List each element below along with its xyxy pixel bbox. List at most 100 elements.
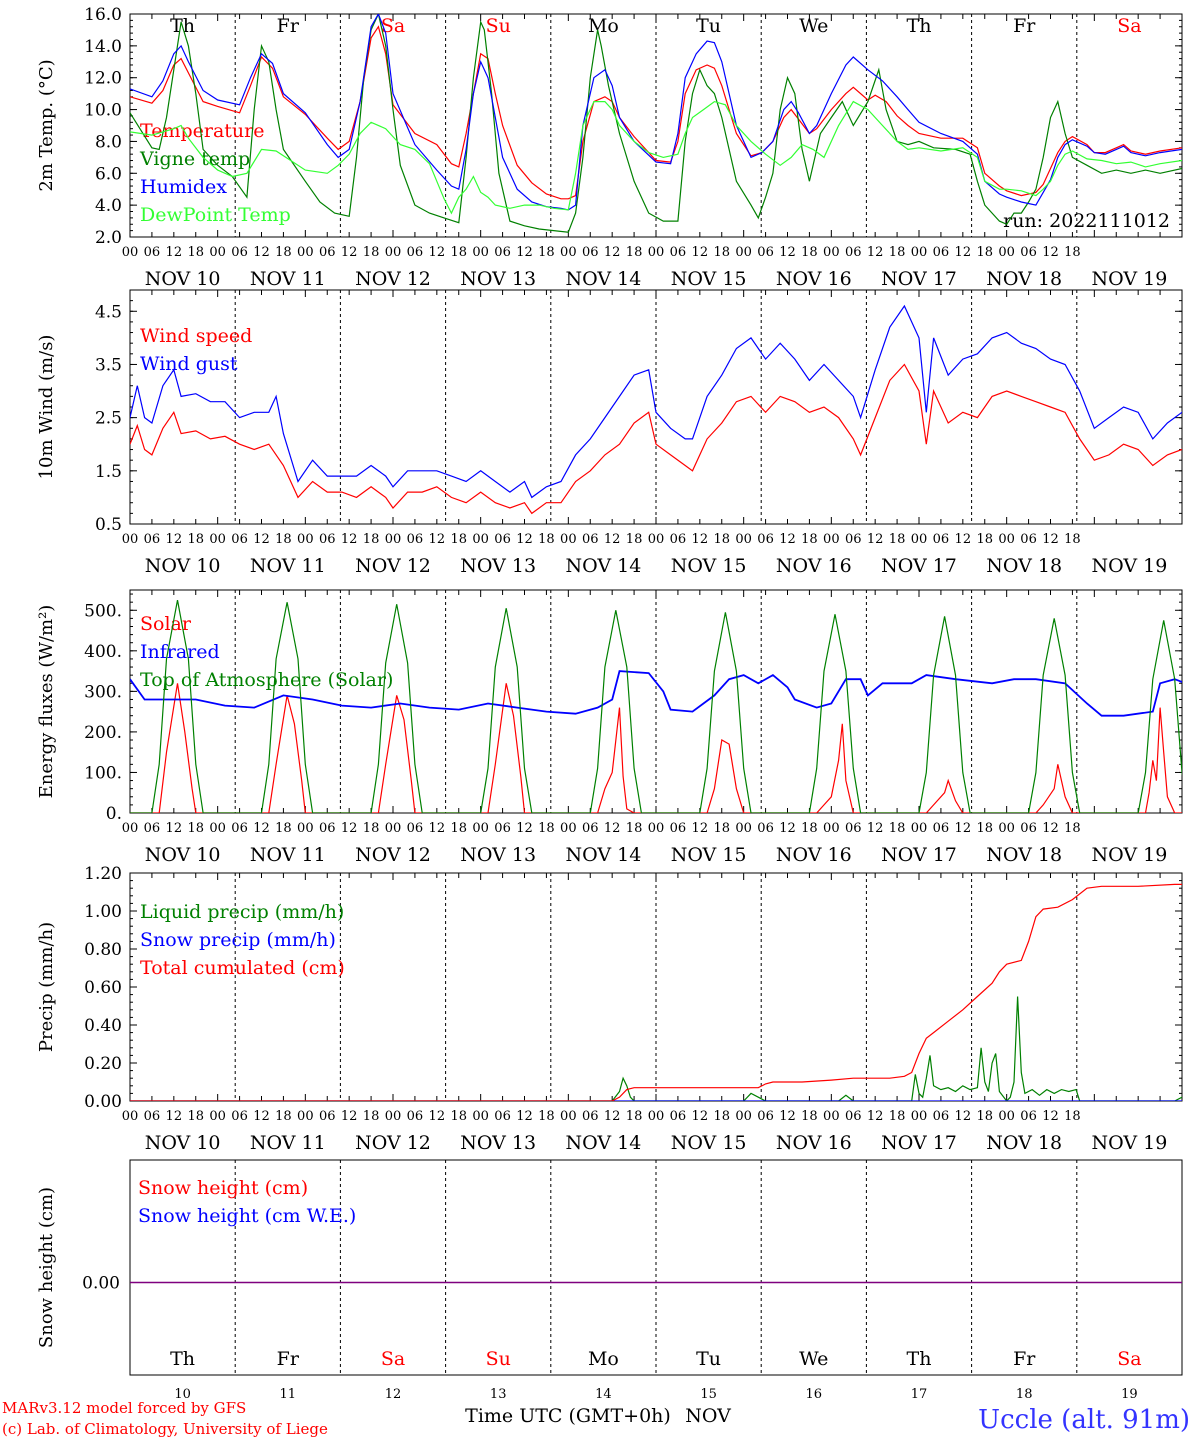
hour-tick-label: 12	[1042, 532, 1059, 547]
hour-tick-label: 00	[385, 245, 402, 260]
hour-tick-label: 00	[911, 532, 928, 547]
hour-tick-label: 00	[472, 245, 489, 260]
hour-tick-label: 12	[253, 245, 270, 260]
time-axis-label: Time UTC (GMT+0h)	[465, 1405, 671, 1427]
hour-tick-label: 12	[1042, 245, 1059, 260]
hour-tick-label: 06	[231, 821, 248, 836]
date-label: NOV 16	[776, 844, 852, 866]
weekday-label: Sa	[1117, 15, 1141, 37]
hour-tick-label: 00	[560, 1109, 577, 1124]
y-tick-label: 0.00	[82, 1274, 120, 1294]
hour-tick-label: 00	[648, 1109, 665, 1124]
hour-tick-label: 00	[998, 821, 1015, 836]
series-vigne-temp	[130, 14, 1182, 233]
hour-tick-label: 06	[407, 1109, 424, 1124]
day-number-label: 16	[806, 1387, 823, 1402]
hour-tick-label: 18	[626, 532, 643, 547]
hour-tick-label: 06	[757, 1109, 774, 1124]
hour-tick-label: 06	[144, 1109, 161, 1124]
hour-tick-label: 18	[538, 245, 555, 260]
legend-entry: Temperature	[140, 120, 264, 142]
legend-entry: Vigne temp	[139, 148, 250, 170]
hour-tick-label: 18	[626, 245, 643, 260]
hour-tick-label: 18	[976, 821, 993, 836]
y-tick-label: 4.0	[95, 196, 122, 216]
day-number-label: 14	[595, 1387, 612, 1402]
hour-tick-label: 06	[144, 821, 161, 836]
hour-tick-label: 18	[713, 245, 730, 260]
hour-tick-label: 18	[275, 821, 292, 836]
hour-tick-label: 00	[297, 1109, 314, 1124]
hour-tick-label: 06	[757, 821, 774, 836]
hour-tick-label: 12	[604, 1109, 621, 1124]
hour-tick-label: 18	[801, 245, 818, 260]
hour-tick-label: 18	[889, 1109, 906, 1124]
weekday-label: Th	[907, 1348, 932, 1370]
panel-4: 0.00 0.20 0.40 0.60 0.80 1.00 1.20 Precip (mm/h…	[36, 864, 1183, 1154]
hour-tick-label: 06	[494, 532, 511, 547]
hour-tick-label: 06	[231, 245, 248, 260]
date-label: NOV 13	[460, 844, 536, 866]
hour-tick-label: 06	[845, 821, 862, 836]
hour-tick-label: 06	[407, 532, 424, 547]
hour-tick-label: 12	[604, 821, 621, 836]
hour-tick-label: 06	[144, 245, 161, 260]
weekday-label: Su	[486, 1348, 511, 1370]
y-tick-label: 0.5	[95, 515, 122, 535]
day-number-label: 15	[700, 1387, 717, 1402]
hour-tick-label: 18	[1064, 245, 1081, 260]
date-label: NOV 12	[355, 1132, 431, 1154]
hour-tick-label: 12	[867, 821, 884, 836]
hour-tick-label: 12	[516, 821, 533, 836]
hour-tick-label: 12	[429, 532, 446, 547]
hour-tick-label: 06	[845, 245, 862, 260]
date-label: NOV 13	[460, 555, 536, 577]
hour-tick-label: 18	[889, 532, 906, 547]
hour-tick-label: 12	[779, 821, 796, 836]
hour-tick-label: 18	[275, 532, 292, 547]
hour-tick-label: 00	[209, 532, 226, 547]
hour-tick-label: 12	[253, 532, 270, 547]
legend-entry: Snow precip (mm/h)	[140, 929, 336, 951]
hour-tick-label: 18	[187, 245, 204, 260]
hour-tick-label: 12	[341, 245, 358, 260]
hour-tick-label: 00	[385, 821, 402, 836]
hour-tick-label: 12	[692, 532, 709, 547]
weekday-label: Mo	[588, 15, 619, 37]
hour-tick-label: 06	[670, 245, 687, 260]
legend-entry: Liquid precip (mm/h)	[140, 901, 344, 923]
y-tick-label: 0.00	[84, 1092, 122, 1112]
hour-tick-label: 06	[144, 532, 161, 547]
hour-tick-label: 12	[955, 532, 972, 547]
weekday-label: Sa	[1117, 1348, 1141, 1370]
date-label: NOV 18	[986, 844, 1062, 866]
hour-tick-label: 06	[582, 532, 599, 547]
hour-tick-label: 00	[648, 532, 665, 547]
y-tick-label: 0.40	[84, 1016, 122, 1036]
hour-tick-label: 00	[998, 532, 1015, 547]
y-axis-label: Energy fluxes (W/m²)	[36, 605, 57, 799]
hour-tick-label: 00	[911, 821, 928, 836]
weekday-label: Sa	[381, 15, 405, 37]
hour-tick-label: 00	[911, 245, 928, 260]
date-label: NOV 11	[250, 268, 326, 290]
weekday-label: Th	[907, 15, 932, 37]
panel-3: 0. 100. 200. 300. 400. 500. Energy fluxes (W/m…	[36, 589, 1183, 866]
date-label: NOV 17	[881, 844, 957, 866]
day-number-label: 11	[280, 1387, 297, 1402]
hour-tick-label: 06	[582, 1109, 599, 1124]
hour-tick-label: 00	[122, 245, 139, 260]
y-axis-label: Snow height (cm)	[36, 1187, 57, 1348]
hour-tick-label: 18	[363, 532, 380, 547]
day-number-label: 18	[1016, 1387, 1033, 1402]
date-label: NOV 12	[355, 844, 431, 866]
run-label: run: 2022111012	[1003, 210, 1170, 232]
day-number-label: 17	[911, 1387, 928, 1402]
weekday-label: Tu	[696, 15, 721, 37]
hour-tick-label: 06	[319, 245, 336, 260]
hour-tick-label: 06	[582, 245, 599, 260]
hour-tick-label: 18	[801, 532, 818, 547]
hour-tick-label: 00	[823, 821, 840, 836]
hour-tick-label: 00	[385, 1109, 402, 1124]
hour-tick-label: 12	[1042, 821, 1059, 836]
